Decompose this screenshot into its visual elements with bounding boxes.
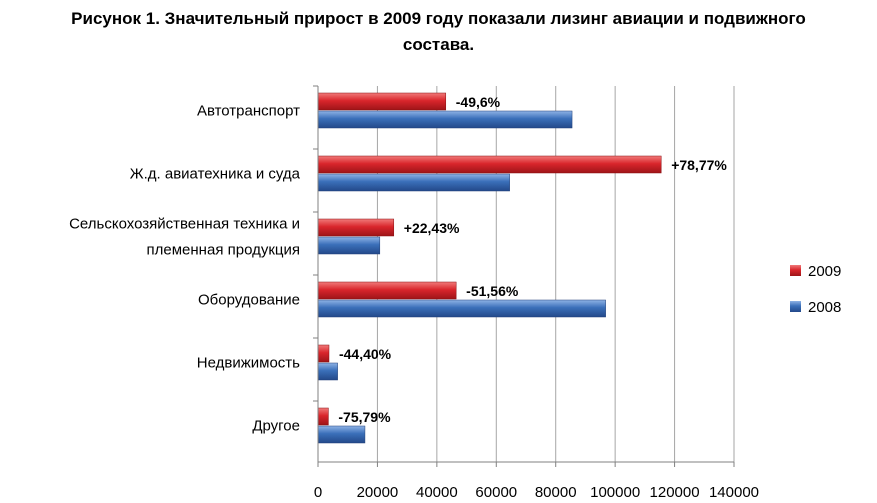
chart-title-line-2: состава.: [402, 35, 475, 54]
gridlines: [376, 86, 735, 462]
legend-swatch-2008: [790, 301, 801, 312]
category-label: Оборудование: [198, 292, 300, 309]
bar-2009: [317, 155, 662, 174]
legend-swatch-2009: [790, 265, 801, 276]
change-annotation: -49,6%: [456, 94, 501, 110]
change-annotation: -51,56%: [466, 283, 519, 299]
axes: [313, 85, 735, 467]
change-annotation: +78,77%: [671, 157, 727, 173]
bar-2009: [317, 281, 457, 300]
category-label: Сельскохозяйственная техника и: [69, 216, 300, 233]
chart-title: Рисунок 1. Значительный прирост в 2009 г…: [0, 6, 877, 58]
bar-2009: [317, 92, 447, 111]
bar-2008: [317, 299, 606, 318]
x-tick-label: 80000: [535, 484, 577, 501]
x-tick-label: 20000: [357, 484, 399, 501]
x-tick-label: 60000: [475, 484, 517, 501]
bar-2008: [317, 173, 510, 192]
bar-2008: [317, 110, 573, 129]
category-label: племенная продукция: [147, 242, 300, 259]
category-label: Недвижимость: [197, 355, 300, 372]
category-label: Ж.д. авиатехника и суда: [130, 166, 301, 183]
bar-2008: [317, 425, 366, 444]
x-tick-label: 0: [314, 484, 322, 501]
bar-2009: [317, 344, 330, 363]
x-tick-label: 40000: [416, 484, 458, 501]
change-annotation: -75,79%: [338, 409, 391, 425]
bar-2008: [317, 236, 381, 255]
bar-2009: [317, 407, 329, 426]
labels: 0 20000 40000 60000 80000 100000 120000 140000 А…: [69, 94, 759, 501]
category-label: Другое: [252, 418, 300, 435]
bar-2009: [317, 218, 395, 237]
x-tick-label: 140000: [709, 484, 759, 501]
change-annotation: +22,43%: [404, 220, 460, 236]
category-label: Автотранспорт: [197, 103, 300, 120]
chart-title-line-1: Рисунок 1. Значительный прирост в 2009 г…: [71, 9, 806, 28]
legend-label-2008: 2008: [808, 299, 841, 316]
x-tick-label: 100000: [590, 484, 640, 501]
legend-label-2009: 2009: [808, 263, 841, 280]
x-tick-label: 120000: [650, 484, 700, 501]
bar-2008: [317, 362, 338, 381]
bars: [317, 92, 662, 444]
change-annotation: -44,40%: [339, 346, 392, 362]
legend: 2009 2008: [790, 263, 841, 316]
